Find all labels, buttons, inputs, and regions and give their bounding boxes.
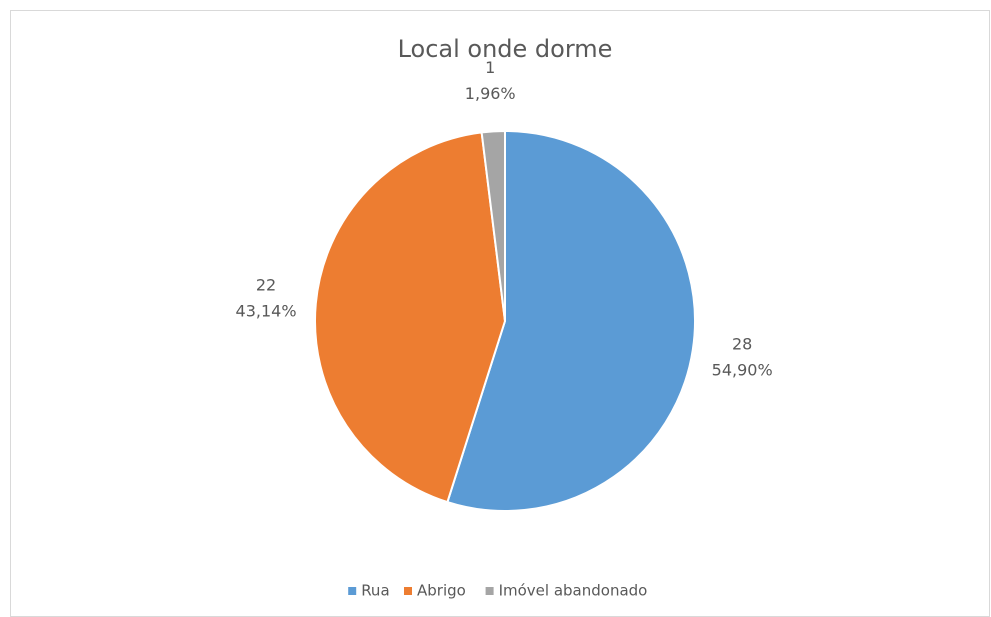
data-label-value: 28 [732, 334, 752, 353]
legend-label: Rua [361, 582, 389, 600]
pie-slice [446, 129, 696, 512]
legend-label: Abrigo [417, 582, 466, 600]
pie-slice [480, 129, 506, 322]
data-label-percent: 54,90% [712, 360, 773, 379]
legend-label: Imóvel abandonado [499, 582, 648, 600]
data-label-value: 22 [256, 275, 276, 294]
legend-swatch [404, 587, 412, 595]
legend-swatch [348, 587, 357, 595]
legend-swatch [485, 587, 494, 595]
chart-title: Local onde dorme [398, 35, 613, 63]
data-label-value: 1 [485, 58, 495, 77]
pie-slice [314, 131, 507, 504]
data-label-percent: 1,96% [465, 84, 516, 103]
data-label-percent: 43,14% [236, 301, 297, 320]
